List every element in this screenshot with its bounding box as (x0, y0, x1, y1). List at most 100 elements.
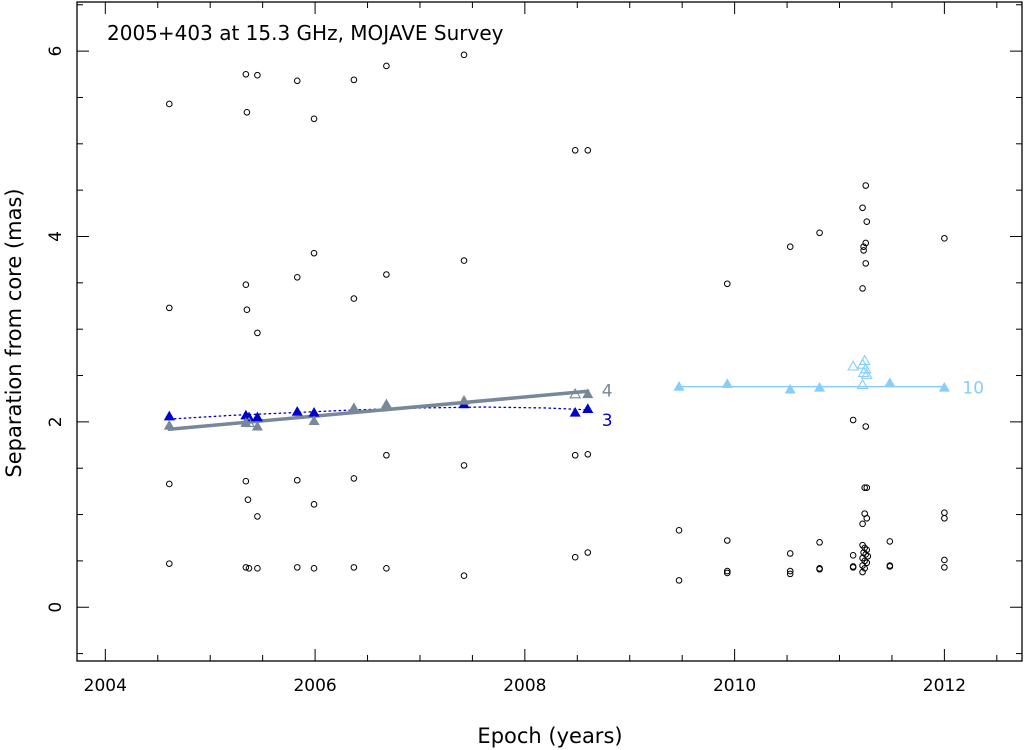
component-point (859, 204, 866, 212)
component-point (786, 243, 794, 250)
component-point (460, 51, 468, 59)
component-point (350, 295, 358, 302)
y-tick-label: 0 (46, 602, 66, 613)
component-label-3: 3 (602, 411, 613, 431)
component-point (165, 560, 173, 567)
component-label-10: 10 (962, 379, 984, 399)
component-point (861, 484, 868, 491)
component-point (886, 563, 894, 570)
triangle-comp-10 (673, 381, 685, 391)
component-point (860, 243, 867, 250)
component-point (849, 416, 857, 424)
component-point (571, 146, 579, 154)
component-point (310, 115, 318, 123)
y-tick-label: 6 (46, 46, 66, 57)
component-point (571, 553, 579, 561)
open-triangle-comp-10 (858, 354, 871, 365)
triangle-comp-4 (251, 420, 263, 431)
triangle-comp-4 (240, 417, 252, 427)
triangle-comp-4 (348, 402, 360, 413)
x-axis-title: Epoch (years) (477, 724, 622, 748)
x-tick-label: 2012 (923, 676, 966, 696)
component-point (460, 257, 468, 264)
triangle-comp-4 (163, 419, 175, 430)
component-point (863, 218, 871, 225)
component-label-4: 4 (602, 381, 613, 401)
component-point (862, 260, 870, 267)
component-point (254, 565, 261, 572)
component-point (816, 565, 823, 573)
open-triangle-comp-4 (569, 387, 582, 399)
triangle-comp-10 (814, 381, 826, 392)
component-point (242, 281, 250, 288)
component-point (571, 451, 579, 459)
triangle-comp-3 (582, 403, 594, 413)
component-point (460, 462, 468, 469)
component-point (863, 484, 871, 491)
component-point (242, 477, 250, 485)
triangle-comp-3 (291, 406, 303, 416)
component-point (460, 572, 468, 580)
component-point (243, 306, 251, 314)
component-point (863, 514, 871, 522)
component-point (293, 77, 301, 85)
component-point (350, 76, 358, 84)
component-point (849, 552, 857, 559)
component-point (941, 564, 948, 571)
open-triangle-comp-10 (860, 368, 873, 379)
component-point (165, 480, 173, 488)
triangle-comp-3 (569, 406, 581, 417)
component-point (350, 475, 358, 482)
component-point (310, 501, 318, 508)
component-point (886, 538, 894, 545)
component-point (310, 565, 318, 572)
component-point (584, 451, 592, 458)
x-tick-label: 2006 (293, 676, 336, 696)
component-point (383, 565, 390, 572)
triangle-comp-4 (308, 415, 320, 425)
component-point (941, 556, 948, 564)
chart-title: 2005+403 at 15.3 GHz, MOJAVE Survey (107, 21, 504, 45)
component-point (861, 544, 868, 552)
component-point (786, 570, 794, 578)
triangle-comp-10 (884, 377, 896, 387)
component-point (675, 577, 683, 584)
component-point (941, 235, 948, 242)
component-point (310, 249, 318, 257)
component-point (862, 423, 870, 430)
component-point (786, 550, 794, 557)
component-point (383, 451, 390, 459)
data-points (163, 51, 950, 584)
y-tick-label: 2 (46, 416, 66, 427)
component-point (245, 565, 253, 572)
component-point (723, 537, 731, 544)
plot-frame (76, 1, 1023, 662)
component-point (786, 567, 794, 575)
component-point (243, 108, 251, 116)
component-point (383, 62, 390, 70)
triangle-comp-4 (458, 394, 470, 405)
component-point (862, 239, 870, 247)
triangle-comp-10 (938, 381, 950, 392)
x-tick-label: 2008 (503, 676, 546, 696)
component-point (723, 567, 731, 575)
component-point (244, 496, 252, 504)
component-point (293, 564, 301, 571)
fit-line-comp-4 (167, 389, 590, 432)
open-triangle-comp-10 (857, 366, 870, 378)
component-point (584, 549, 592, 556)
component-point (816, 229, 823, 237)
component-point (859, 285, 866, 292)
component-point (350, 564, 358, 571)
component-point (862, 182, 870, 189)
component-point (723, 280, 731, 288)
component-point (165, 304, 173, 312)
open-triangle-comp-10 (847, 360, 860, 371)
component-point (816, 539, 823, 546)
component-point (861, 565, 868, 572)
triangle-comp-4 (582, 388, 594, 399)
triangle-comp-10 (784, 383, 796, 394)
component-point (383, 271, 390, 278)
